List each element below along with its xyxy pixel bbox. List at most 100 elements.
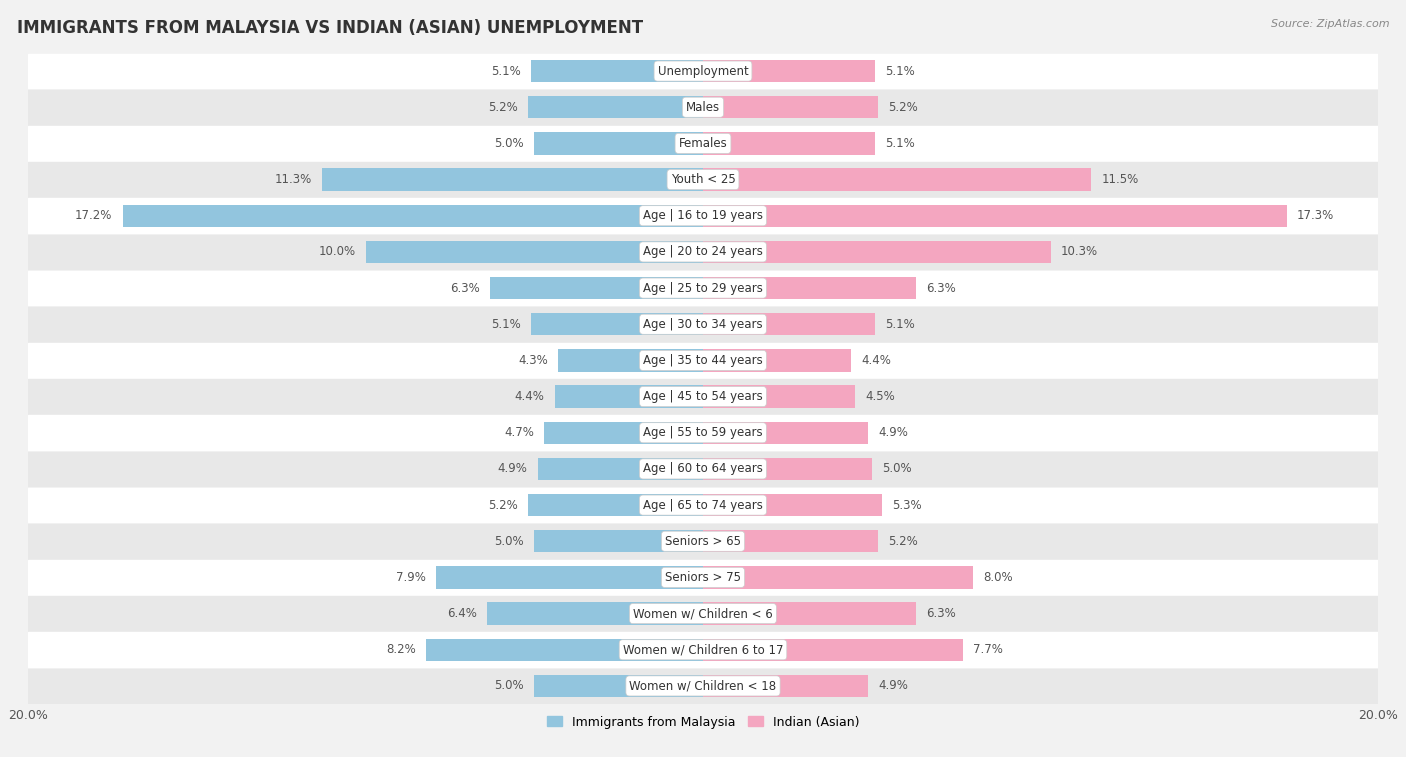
Text: 4.9%: 4.9%: [498, 463, 527, 475]
Text: 5.2%: 5.2%: [488, 101, 517, 114]
Text: 6.4%: 6.4%: [447, 607, 477, 620]
Text: 5.1%: 5.1%: [491, 64, 520, 77]
Bar: [527, 494, 703, 516]
Bar: [703, 639, 963, 661]
Text: Source: ZipAtlas.com: Source: ZipAtlas.com: [1271, 19, 1389, 29]
Bar: [527, 96, 703, 118]
Text: 10.0%: 10.0%: [318, 245, 356, 258]
Text: Age | 30 to 34 years: Age | 30 to 34 years: [643, 318, 763, 331]
Bar: [534, 674, 703, 697]
Text: Seniors > 75: Seniors > 75: [665, 571, 741, 584]
Bar: [426, 639, 703, 661]
Text: 11.5%: 11.5%: [1101, 173, 1139, 186]
Bar: [703, 603, 915, 625]
Text: 5.1%: 5.1%: [491, 318, 520, 331]
Text: Women w/ Children 6 to 17: Women w/ Children 6 to 17: [623, 643, 783, 656]
Bar: [703, 530, 879, 553]
Text: 5.2%: 5.2%: [889, 101, 918, 114]
Bar: [28, 198, 1378, 233]
Bar: [537, 458, 703, 480]
Text: 7.7%: 7.7%: [973, 643, 1002, 656]
Bar: [531, 60, 703, 83]
Text: Age | 20 to 24 years: Age | 20 to 24 years: [643, 245, 763, 258]
Text: 10.3%: 10.3%: [1060, 245, 1098, 258]
Bar: [558, 349, 703, 372]
Bar: [28, 488, 1378, 522]
Text: Age | 45 to 54 years: Age | 45 to 54 years: [643, 390, 763, 403]
Bar: [703, 313, 875, 335]
Bar: [703, 674, 869, 697]
Bar: [28, 560, 1378, 595]
Bar: [28, 90, 1378, 125]
Text: 4.3%: 4.3%: [517, 354, 548, 367]
Bar: [703, 277, 915, 299]
Legend: Immigrants from Malaysia, Indian (Asian): Immigrants from Malaysia, Indian (Asian): [541, 711, 865, 734]
Text: Females: Females: [679, 137, 727, 150]
Bar: [491, 277, 703, 299]
Bar: [28, 524, 1378, 559]
Text: 8.0%: 8.0%: [983, 571, 1012, 584]
Bar: [703, 422, 869, 444]
Text: Seniors > 65: Seniors > 65: [665, 534, 741, 548]
Text: 4.7%: 4.7%: [505, 426, 534, 439]
Text: 5.2%: 5.2%: [889, 534, 918, 548]
Text: 5.0%: 5.0%: [495, 534, 524, 548]
Text: Women w/ Children < 18: Women w/ Children < 18: [630, 680, 776, 693]
Text: IMMIGRANTS FROM MALAYSIA VS INDIAN (ASIAN) UNEMPLOYMENT: IMMIGRANTS FROM MALAYSIA VS INDIAN (ASIA…: [17, 19, 643, 37]
Bar: [703, 204, 1286, 227]
Text: 4.9%: 4.9%: [879, 680, 908, 693]
Bar: [28, 271, 1378, 305]
Text: Women w/ Children < 6: Women w/ Children < 6: [633, 607, 773, 620]
Text: 6.3%: 6.3%: [925, 607, 956, 620]
Bar: [703, 168, 1091, 191]
Bar: [703, 96, 879, 118]
Text: 6.3%: 6.3%: [925, 282, 956, 294]
Text: 4.4%: 4.4%: [515, 390, 544, 403]
Text: Age | 35 to 44 years: Age | 35 to 44 years: [643, 354, 763, 367]
Bar: [703, 349, 852, 372]
Bar: [703, 241, 1050, 263]
Bar: [366, 241, 703, 263]
Bar: [534, 132, 703, 154]
Text: 5.0%: 5.0%: [495, 137, 524, 150]
Bar: [436, 566, 703, 589]
Text: 7.9%: 7.9%: [396, 571, 426, 584]
Bar: [703, 60, 875, 83]
Bar: [703, 458, 872, 480]
Text: 17.3%: 17.3%: [1296, 209, 1334, 223]
Text: 8.2%: 8.2%: [387, 643, 416, 656]
Text: 4.5%: 4.5%: [865, 390, 894, 403]
Text: 6.3%: 6.3%: [450, 282, 481, 294]
Text: 5.0%: 5.0%: [882, 463, 911, 475]
Bar: [28, 379, 1378, 414]
Text: 5.0%: 5.0%: [495, 680, 524, 693]
Bar: [703, 132, 875, 154]
Text: 17.2%: 17.2%: [75, 209, 112, 223]
Text: Unemployment: Unemployment: [658, 64, 748, 77]
Text: Age | 55 to 59 years: Age | 55 to 59 years: [643, 426, 763, 439]
Bar: [486, 603, 703, 625]
Text: 5.1%: 5.1%: [886, 64, 915, 77]
Bar: [28, 632, 1378, 667]
Bar: [28, 668, 1378, 703]
Bar: [28, 416, 1378, 450]
Text: 4.9%: 4.9%: [879, 426, 908, 439]
Bar: [28, 343, 1378, 378]
Bar: [703, 566, 973, 589]
Bar: [534, 530, 703, 553]
Bar: [544, 422, 703, 444]
Bar: [122, 204, 703, 227]
Bar: [28, 452, 1378, 486]
Bar: [28, 126, 1378, 160]
Bar: [28, 162, 1378, 197]
Text: 5.2%: 5.2%: [488, 499, 517, 512]
Text: 11.3%: 11.3%: [274, 173, 312, 186]
Text: 5.1%: 5.1%: [886, 318, 915, 331]
Text: Age | 25 to 29 years: Age | 25 to 29 years: [643, 282, 763, 294]
Text: Age | 65 to 74 years: Age | 65 to 74 years: [643, 499, 763, 512]
Text: Males: Males: [686, 101, 720, 114]
Bar: [531, 313, 703, 335]
Text: 5.3%: 5.3%: [891, 499, 921, 512]
Bar: [703, 494, 882, 516]
Bar: [322, 168, 703, 191]
